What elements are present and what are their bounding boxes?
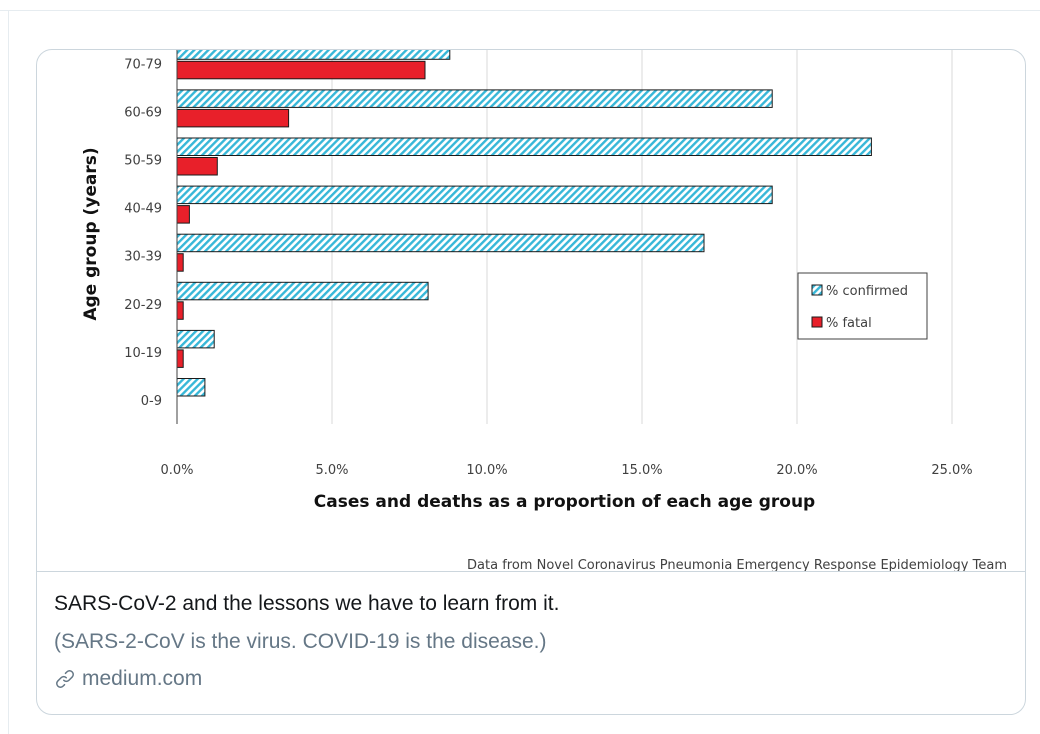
- bar-fatal: [176, 349, 184, 368]
- bar-confirmed: [176, 329, 215, 349]
- timeline-top-border: [0, 10, 1040, 11]
- legend-label-fatal: % fatal: [826, 316, 872, 331]
- preview-image[interactable]: 0.0% 5.0% 10.0% 15.0% 20.0% 25.0% 0-9 10-19 20-2…: [37, 50, 1025, 571]
- y-tick-label: 70-79: [124, 57, 162, 72]
- link-domain: medium.com: [82, 667, 203, 690]
- bar-confirmed: [176, 185, 773, 205]
- link-preview-card[interactable]: 0.0% 5.0% 10.0% 15.0% 20.0% 25.0% 0-9 10-19 20-2…: [36, 49, 1026, 715]
- bar-chart: 0.0% 5.0% 10.0% 15.0% 20.0% 25.0% 0-9 10-19 20-2…: [81, 50, 1007, 571]
- card-divider: [37, 571, 1025, 572]
- y-tick-label: 60-69: [124, 105, 162, 120]
- legend-box: [797, 272, 928, 340]
- x-tick-label: 5.0%: [315, 463, 348, 478]
- y-tick-label: 20-29: [124, 298, 162, 313]
- bar-confirmed: [176, 378, 206, 397]
- link-icon: [56, 670, 74, 688]
- card-title[interactable]: SARS-CoV-2 and the lessons we have to le…: [54, 592, 560, 615]
- y-tick-label: 40-49: [124, 202, 162, 217]
- y-axis-title: Age group (years): [81, 147, 101, 320]
- bar-fatal: [176, 157, 218, 176]
- bar-confirmed: [176, 50, 451, 60]
- y-tick-label: 0-9: [141, 394, 162, 409]
- x-tick-label: 20.0%: [776, 463, 817, 478]
- y-tick-label: 30-39: [124, 250, 162, 265]
- y-tick-label: 10-19: [124, 346, 162, 361]
- bar-fatal: [176, 301, 184, 320]
- bar-confirmed: [176, 281, 429, 301]
- card-link[interactable]: medium.com: [54, 667, 202, 691]
- bar-fatal: [176, 205, 190, 224]
- card-description: (SARS-2-CoV is the virus. COVID-19 is th…: [54, 630, 547, 653]
- x-tick-label: 10.0%: [466, 463, 507, 478]
- source-note: Data from Novel Coronavirus Pneumonia Em…: [467, 558, 1007, 571]
- bar-fatal: [176, 108, 290, 128]
- card-caption[interactable]: SARS-CoV-2 and the lessons we have to le…: [37, 572, 1025, 714]
- x-tick-label: 15.0%: [621, 463, 662, 478]
- bar-confirmed: [176, 137, 872, 156]
- legend-swatch-confirmed: [811, 284, 823, 296]
- bar-confirmed: [176, 233, 705, 253]
- bar-fatal: [176, 60, 426, 80]
- timeline-left-border: [8, 10, 9, 734]
- bar-confirmed: [176, 89, 773, 108]
- y-tick-label: 50-59: [124, 153, 162, 168]
- x-axis-title: Cases and deaths as a proportion of each…: [314, 492, 815, 512]
- legend-swatch-fatal: [811, 316, 823, 328]
- legend-label-confirmed: % confirmed: [826, 284, 908, 299]
- bar-fatal: [176, 253, 184, 272]
- x-tick-label: 25.0%: [931, 463, 972, 478]
- x-tick-label: 0.0%: [160, 463, 193, 478]
